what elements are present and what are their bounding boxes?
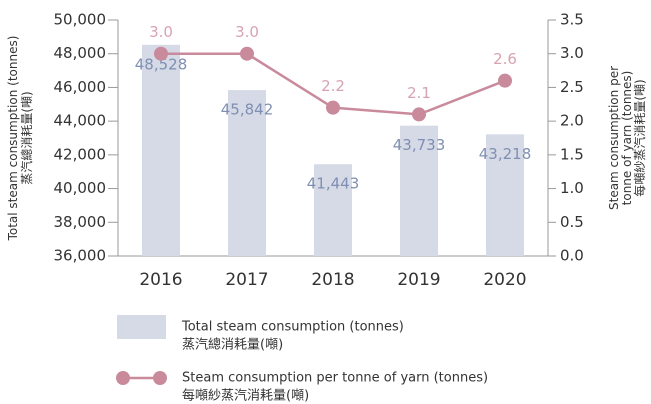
bar-value-label: 45,842 [221, 101, 274, 119]
legend-label: 蒸汽總消耗量(噸) [182, 337, 283, 353]
x-tick-label: 2016 [139, 270, 182, 290]
bar [400, 125, 438, 257]
bar-value-label: 41,443 [307, 175, 360, 193]
y-tick-label: 40,000 [54, 179, 107, 197]
legend-label: 每噸紗蒸汽消耗量(噸) [182, 388, 309, 404]
bar-value-label: 48,528 [135, 55, 188, 73]
y-tick-label: 44,000 [54, 112, 107, 130]
line-value-label: 2.1 [407, 84, 431, 102]
y2-tick-label: 3.5 [560, 11, 584, 29]
x-tick-label: 2017 [225, 270, 268, 290]
y-tick-label: 50,000 [54, 11, 107, 29]
y2-tick-label: 1.5 [560, 145, 584, 163]
y-axis-label: Total steam consumption (tonnes)蒸汽總消耗量(噸… [6, 36, 34, 242]
bar [486, 134, 524, 256]
bar-value-label: 43,733 [393, 136, 446, 154]
legend-swatch [117, 315, 166, 339]
y2-axis-label-line: tonne of yarn (tonnes) [620, 71, 634, 206]
line-point [326, 100, 340, 115]
line-point [154, 46, 168, 61]
y-tick-label: 48,000 [54, 44, 107, 62]
line-point [412, 107, 426, 122]
line-point [240, 46, 254, 61]
y-axis-label-line: 蒸汽總消耗量(噸) [19, 91, 34, 184]
line-value-label: 2.2 [321, 77, 345, 95]
line-value-label: 3.0 [149, 23, 173, 41]
y2-tick-label: 0.5 [560, 213, 584, 231]
bar [314, 164, 352, 256]
y-tick-label: 36,000 [54, 247, 107, 265]
x-tick-label: 2020 [483, 270, 526, 290]
y-tick-label: 42,000 [54, 145, 107, 163]
bar [142, 44, 180, 256]
y2-axis-label-line: Steam consumption per [607, 66, 621, 210]
y2-tick-label: 1.0 [560, 179, 584, 197]
line-point [498, 73, 512, 88]
x-tick-label: 2019 [397, 270, 440, 290]
y-axis-label-line: Total steam consumption (tonnes) [6, 36, 20, 242]
legend-label: Total steam consumption (tonnes) [181, 320, 404, 335]
y-tick-label: 46,000 [54, 78, 107, 96]
y2-axis-label: Steam consumption pertonne of yarn (tonn… [607, 66, 647, 210]
legend-label: Steam consumption per tonne of yarn (ton… [182, 371, 488, 386]
y-tick-label: 38,000 [54, 213, 107, 231]
y2-tick-label: 2.0 [560, 112, 584, 130]
line-value-label: 3.0 [235, 23, 259, 41]
legend-swatch-point [153, 371, 167, 385]
y2-tick-label: 0.0 [560, 247, 584, 265]
x-tick-label: 2018 [311, 270, 354, 290]
y2-tick-label: 3.0 [560, 44, 584, 62]
legend-swatch-point [116, 371, 130, 385]
y2-tick-label: 2.5 [560, 78, 584, 96]
line-value-label: 2.6 [493, 50, 517, 68]
y2-axis-label-line: 每噸紗蒸汽消耗量(噸) [632, 79, 647, 196]
bar-value-label: 43,218 [479, 145, 532, 163]
bar [228, 90, 266, 256]
